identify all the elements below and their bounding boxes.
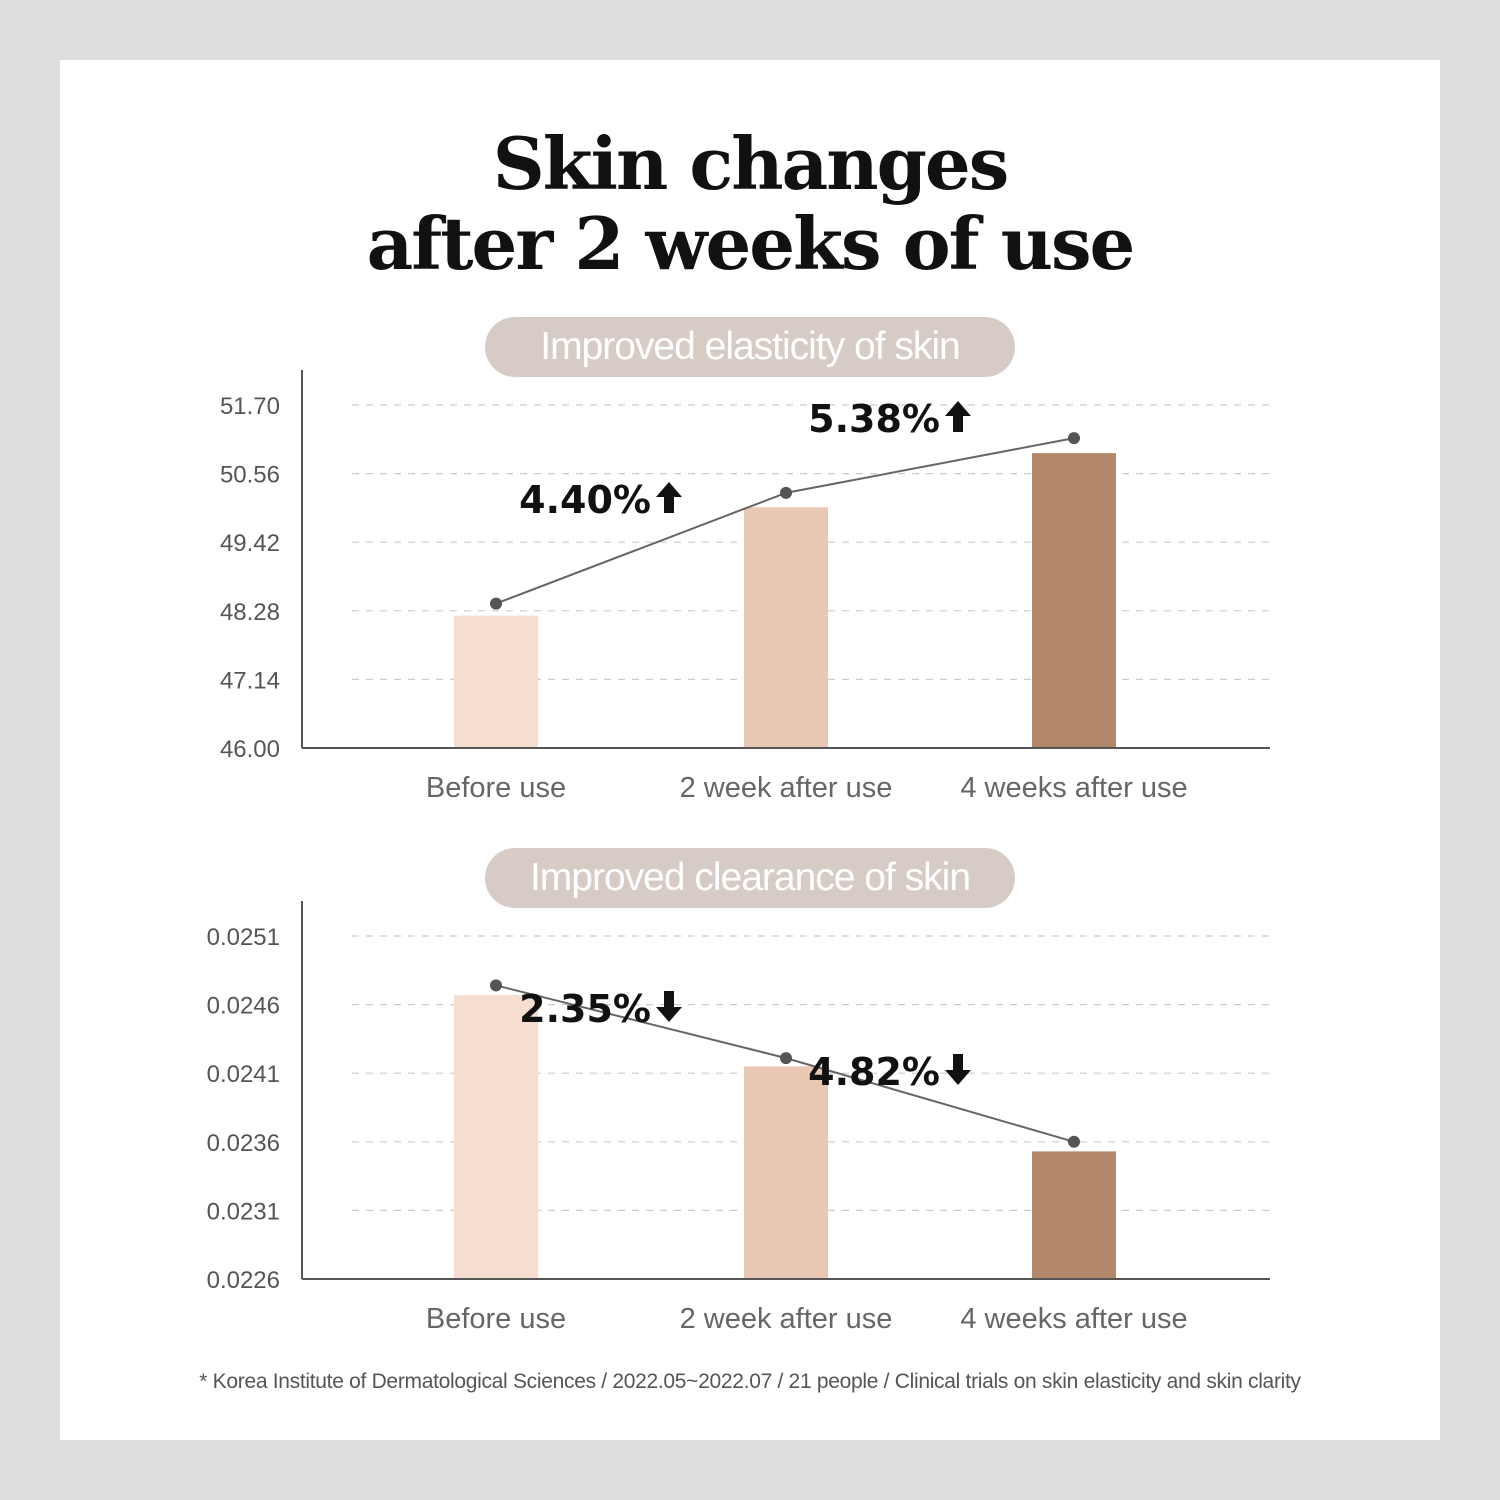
y-tick-label: 51.70	[220, 393, 280, 420]
change-annotation: 4.82%	[808, 1050, 940, 1094]
y-tick-label: 0.0251	[207, 924, 280, 951]
clearance-chart: 0.0251 0.0246 0.0241 0.0236 0.0231 0.0226 Befo…	[207, 901, 1272, 1335]
y-tick-label: 0.0241	[207, 1061, 280, 1088]
trend-point	[780, 486, 792, 499]
elasticity-chart: 51.70 50.56 49.42 48.28 47.14 46.00 Before use…	[220, 370, 1272, 804]
bar	[454, 615, 538, 748]
trend-point	[780, 1052, 792, 1065]
arrow-down-icon	[656, 991, 682, 1022]
change-annotation: 5.38%	[808, 397, 940, 441]
bar	[454, 994, 538, 1279]
arrow-up-icon	[945, 401, 971, 432]
bar	[744, 507, 828, 748]
y-tick-label: 0.0226	[207, 1267, 280, 1294]
bar	[1032, 1151, 1116, 1279]
bar	[1032, 453, 1116, 748]
x-category-label: 2 week after use	[680, 1303, 893, 1335]
trend-point	[1068, 1135, 1080, 1148]
bar	[744, 1066, 828, 1279]
change-annotation: 2.35%	[519, 987, 651, 1031]
y-tick-label: 49.42	[220, 530, 280, 557]
y-tick-label: 0.0246	[207, 993, 280, 1020]
y-tick-label: 46.00	[220, 736, 280, 763]
x-category-label: 2 week after use	[680, 772, 893, 804]
y-tick-label: 0.0231	[207, 1198, 280, 1225]
page-title-line-2: after 2 weeks of use	[366, 201, 1136, 286]
x-category-label: 4 weeks after use	[960, 772, 1187, 804]
trend-point	[1068, 432, 1080, 445]
y-tick-label: 47.14	[220, 667, 280, 694]
trend-point	[490, 979, 502, 992]
chart-2-title-pill: Improved clearance of skin	[485, 848, 1015, 908]
y-tick-label: 48.28	[220, 599, 280, 626]
footnote: * Korea Institute of Dermatological Scie…	[199, 1370, 1301, 1393]
arrow-up-icon	[656, 482, 682, 513]
x-category-label: Before use	[426, 1303, 566, 1335]
x-category-label: Before use	[426, 772, 566, 804]
page-title-line-1: Skin changes	[492, 121, 1010, 206]
trend-point	[490, 597, 502, 610]
y-tick-label: 50.56	[220, 462, 280, 489]
chart-1-title-pill: Improved elasticity of skin	[485, 317, 1015, 377]
y-tick-label: 0.0236	[207, 1130, 280, 1157]
x-category-label: 4 weeks after use	[960, 1303, 1187, 1335]
change-annotation: 4.40%	[519, 478, 651, 522]
arrow-down-icon	[945, 1054, 971, 1085]
